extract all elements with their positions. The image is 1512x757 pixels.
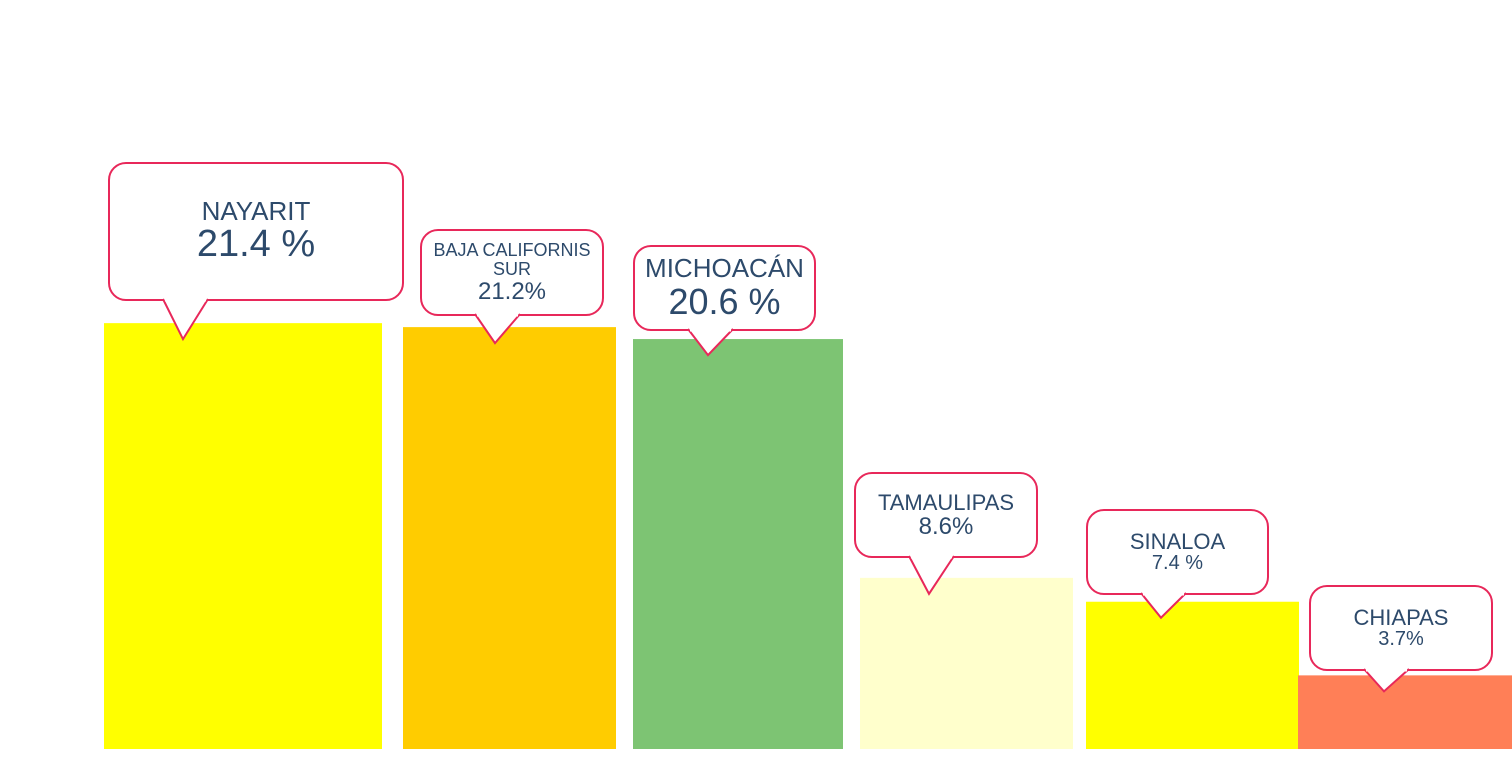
category-label: NAYARIT [201, 195, 311, 226]
category-label: TAMAULIPAS [877, 489, 1015, 515]
value-label: 3.7% [1378, 628, 1424, 651]
callout: TAMAULIPAS 8.6% [854, 472, 1038, 558]
callout: SINALOA 7.4 % [1086, 509, 1269, 595]
category-label: CHIAPAS [1353, 604, 1449, 630]
category-label: BAJA CALIFORNIS SUR [433, 240, 591, 279]
value-label: 7.4 % [1151, 552, 1204, 575]
bar [403, 327, 616, 749]
callout: MICHOACÁN 20.6 % [633, 245, 816, 331]
callout: NAYARIT 21.4 % [108, 162, 404, 301]
callout: CHIAPAS 3.7% [1309, 585, 1493, 671]
bar [860, 577, 1073, 749]
callout: BAJA CALIFORNIS SUR 21.2% [420, 229, 604, 316]
bar [104, 323, 382, 749]
value-label: 21.2% [477, 277, 547, 305]
value-label: 8.6% [918, 512, 974, 540]
value-label: 20.6 % [668, 280, 781, 322]
bar [1298, 675, 1512, 749]
category-label: MICHOACÁN [645, 253, 804, 284]
value-label: 21.4 % [196, 223, 316, 266]
category-label: SINALOA [1129, 528, 1226, 554]
bar [633, 339, 843, 749]
bar [1086, 601, 1299, 749]
